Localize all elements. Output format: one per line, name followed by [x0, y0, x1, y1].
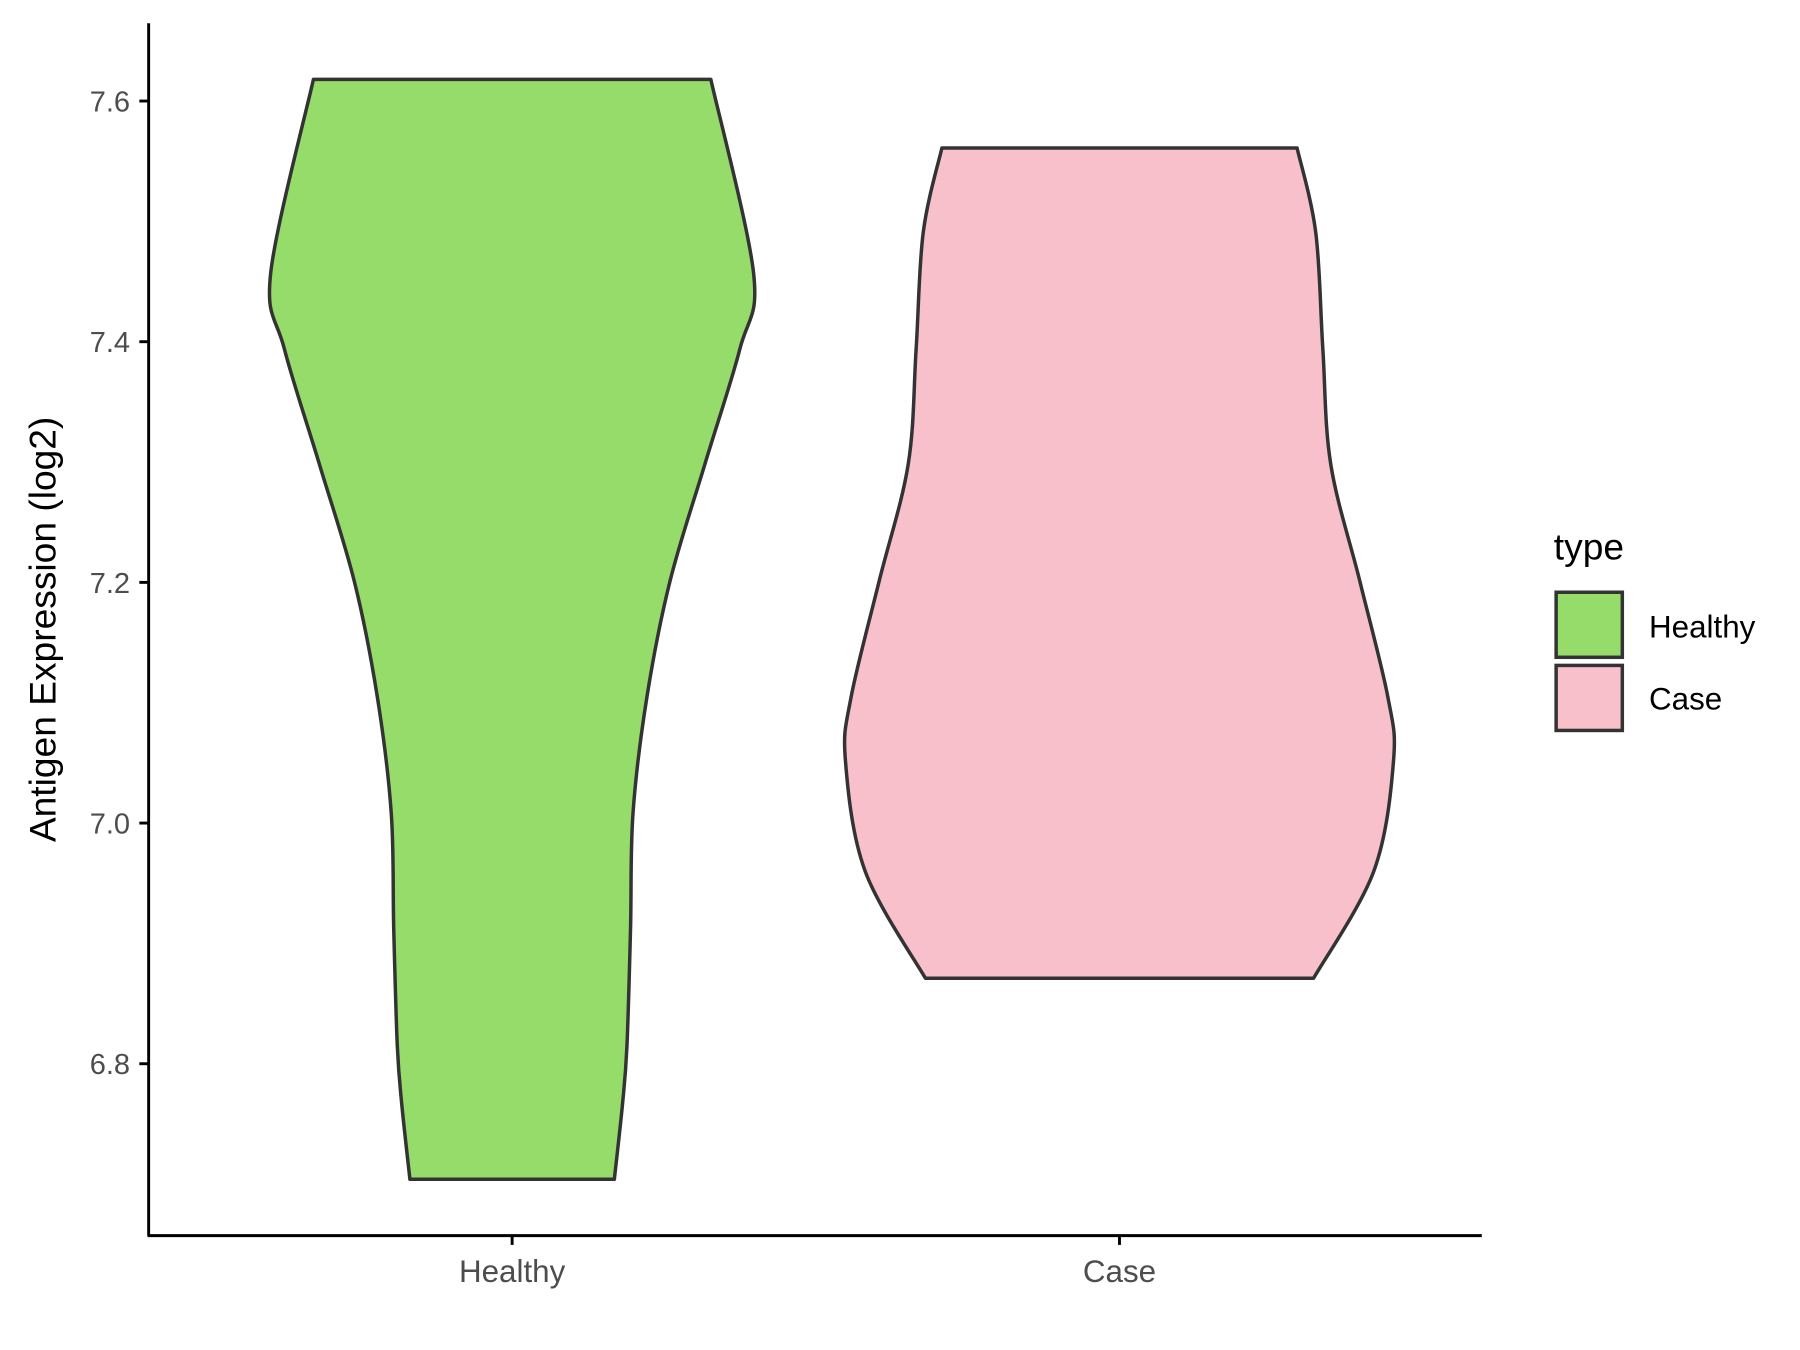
- y-axis-label: Antigen Expression (log2): [22, 417, 64, 842]
- legend-label-healthy: Healthy: [1649, 610, 1756, 645]
- x-tick-label-case: Case: [1083, 1254, 1156, 1289]
- violin-healthy: [267, 77, 757, 1182]
- y-tick-label: 6.8: [90, 1049, 130, 1081]
- legend: type Healthy Case: [1554, 526, 1756, 733]
- y-tick-label: 7.2: [90, 568, 130, 600]
- legend-swatch-case: [1554, 663, 1625, 733]
- legend-label-case: Case: [1649, 682, 1722, 717]
- y-ticks: 6.8 7.0 7.2 7.4 7.6: [90, 86, 149, 1081]
- legend-title: type: [1554, 526, 1624, 568]
- x-ticks: Healthy Case: [459, 1235, 1156, 1289]
- violin-case: [842, 146, 1397, 981]
- y-tick-label: 7.6: [90, 86, 130, 118]
- legend-swatch-healthy: [1554, 590, 1625, 660]
- y-tick-label: 7.4: [90, 327, 130, 359]
- violins: [267, 77, 1397, 1182]
- y-tick-label: 7.0: [90, 809, 130, 841]
- x-tick-label-healthy: Healthy: [459, 1254, 566, 1289]
